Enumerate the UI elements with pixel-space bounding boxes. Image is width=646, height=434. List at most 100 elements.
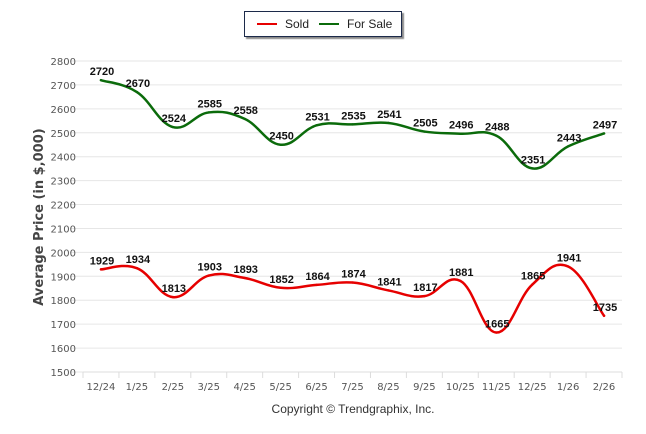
x-tick-label: 1/26 [557, 382, 579, 393]
y-tick-label: 1800 [51, 296, 76, 307]
data-label-sold: 1929 [90, 255, 114, 267]
data-point-sold [171, 295, 175, 299]
data-label-sold: 1852 [269, 274, 293, 286]
legend-label-sold: Sold [285, 17, 310, 31]
data-point-sold [135, 266, 139, 270]
data-point-sold [351, 281, 354, 284]
data-point-for-sale [279, 143, 282, 146]
data-label-sold: 1893 [233, 264, 257, 276]
data-point-sold [566, 265, 570, 268]
x-tick-label: 11/25 [482, 382, 511, 393]
data-label-for-sale: 2524 [162, 113, 187, 125]
data-label-sold: 1813 [162, 283, 186, 295]
data-point-sold [530, 283, 534, 286]
data-label-for-sale: 2535 [341, 110, 365, 122]
x-tick-label: 3/25 [198, 382, 220, 393]
data-label-sold: 1874 [341, 269, 366, 281]
data-label-sold: 1941 [557, 252, 581, 264]
data-label-sold: 1735 [593, 302, 617, 314]
data-point-for-sale [423, 130, 426, 133]
y-tick-label: 2100 [51, 224, 76, 235]
y-tick-label: 2500 [51, 129, 76, 140]
data-label-for-sale: 2450 [269, 131, 293, 143]
x-axis: 12/24 1/25 2/25 3/25 4/25 5/25 6/25 7/25 8/25 9/2… [82, 371, 623, 393]
data-label-sold: 1934 [126, 254, 151, 266]
y-tick-label: 2400 [51, 153, 76, 164]
y-tick-label: 1500 [51, 368, 76, 379]
data-point-for-sale [387, 121, 390, 125]
data-point-for-sale [530, 167, 534, 170]
y-axis-ticks: 1500 1600 1700 1800 1900 2000 2100 2200 2300 2400… [51, 57, 76, 379]
data-label-sold: 1881 [449, 267, 473, 279]
legend-swatch-for-sale [319, 23, 339, 25]
y-tick-label: 2700 [51, 81, 76, 92]
data-label-for-sale: 2531 [305, 111, 329, 123]
x-tick-label: 1/25 [126, 382, 148, 393]
x-tick-label: 7/25 [341, 382, 363, 393]
legend-item-for-sale[interactable]: For Sale [319, 17, 392, 31]
data-label-for-sale: 2670 [126, 78, 150, 90]
y-axis-label: Average Price (in $,000) [32, 128, 47, 305]
y-tick-label: 1900 [51, 272, 76, 283]
x-tick-label: 8/25 [377, 382, 399, 393]
legend-swatch-sold [257, 23, 277, 25]
y-tick-label: 2200 [51, 201, 76, 212]
x-tick-label: 4/25 [233, 382, 255, 393]
data-point-sold [387, 289, 390, 292]
data-point-for-sale [566, 145, 570, 148]
data-point-sold [423, 294, 426, 298]
data-point-for-sale [135, 90, 139, 94]
data-label-for-sale: 2488 [485, 122, 509, 134]
data-label-for-sale: 2541 [377, 109, 401, 121]
x-tick-label: 6/25 [305, 382, 327, 393]
y-tick-label: 1600 [51, 344, 76, 355]
data-label-for-sale: 2351 [521, 154, 545, 166]
data-point-sold [495, 331, 498, 334]
data-point-for-sale [171, 125, 175, 129]
x-tick-label: 2/26 [593, 382, 615, 393]
data-point-for-sale [243, 117, 246, 121]
data-point-for-sale [495, 134, 498, 137]
data-label-for-sale: 2443 [557, 132, 581, 144]
data-point-for-sale [207, 111, 210, 114]
legend-label-for-sale: For Sale [347, 17, 393, 31]
data-label-sold: 1864 [305, 271, 330, 283]
data-point-sold [602, 314, 606, 317]
data-point-for-sale [602, 132, 606, 135]
x-tick-label: 12/24 [87, 382, 116, 393]
data-label-for-sale: 2505 [413, 118, 437, 130]
data-label-for-sale: 2497 [593, 119, 617, 131]
x-tick-label: 10/25 [446, 382, 475, 393]
x-tick-label: 2/25 [162, 382, 184, 393]
data-labels: 1929 1934 1813 1903 1893 1852 1864 1874 1841 1817… [90, 66, 618, 330]
data-point-for-sale [315, 124, 318, 127]
y-tick-label: 1700 [51, 320, 76, 331]
x-tick-label: 5/25 [269, 382, 291, 393]
x-tick-label: 9/25 [413, 382, 435, 393]
data-label-sold: 1841 [377, 276, 401, 288]
data-label-for-sale: 2496 [449, 120, 473, 132]
y-tick-label: 2300 [51, 177, 76, 188]
data-label-sold: 1865 [521, 271, 545, 283]
series-line-sold [99, 263, 606, 334]
data-label-for-sale: 2558 [233, 105, 257, 117]
series-lines [99, 78, 606, 334]
data-point-sold [243, 276, 246, 280]
data-label-sold: 1817 [413, 282, 437, 294]
data-point-sold [459, 279, 462, 283]
data-label-for-sale: 2720 [90, 66, 114, 78]
data-point-sold [207, 274, 210, 277]
copyright-text: Copyright © Trendgraphix, Inc. [271, 402, 435, 416]
grid-lines [70, 60, 622, 373]
x-tick-label: 12/25 [518, 382, 547, 393]
data-point-sold [279, 286, 282, 289]
data-label-for-sale: 2585 [198, 98, 222, 110]
data-point-for-sale [459, 132, 462, 135]
y-tick-label: 2000 [51, 248, 76, 259]
legend: Sold For Sale [244, 11, 402, 37]
legend-item-sold[interactable]: Sold [257, 17, 309, 31]
data-label-sold: 1665 [485, 319, 509, 331]
data-point-for-sale [351, 123, 354, 126]
y-tick-label: 2800 [51, 57, 76, 68]
